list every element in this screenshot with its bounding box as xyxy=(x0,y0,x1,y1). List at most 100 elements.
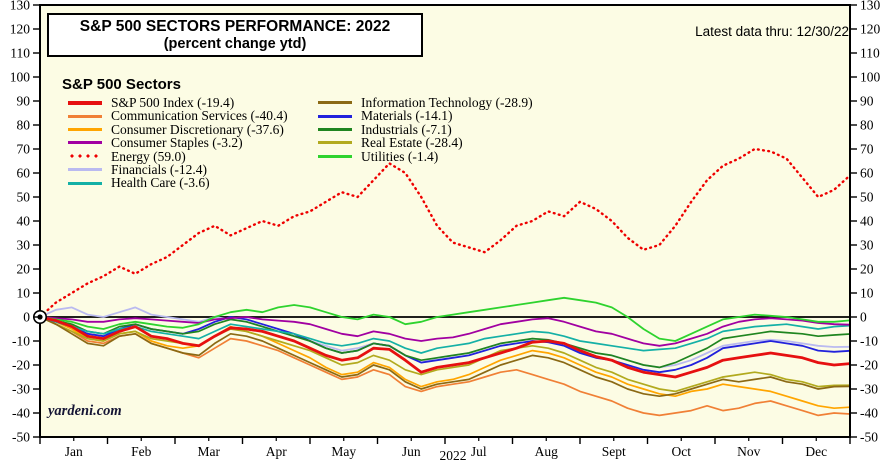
energy-line-swatch-icon xyxy=(68,154,102,159)
y-tick-label-left: 90 xyxy=(17,94,31,109)
legend-item-real-estate: Real Estate (-28.4) xyxy=(318,136,533,149)
y-tick-label-left: 40 xyxy=(17,214,31,229)
y-tick-label-right: 70 xyxy=(860,142,874,157)
legend-column-2: Information Technology (-28.9) Materials … xyxy=(318,96,533,163)
y-tick-label-left: -10 xyxy=(12,334,30,349)
plot-area xyxy=(40,5,850,437)
x-month-label: May xyxy=(331,444,356,459)
y-tick-label-left: -50 xyxy=(12,430,30,445)
y-tick-label-left: 100 xyxy=(10,70,31,85)
legend-item-industrials: Industrials (-7.1) xyxy=(318,123,533,136)
materials-line-swatch-icon xyxy=(318,114,352,118)
legend-label: Energy (59.0) xyxy=(111,148,186,164)
y-tick-label-right: 40 xyxy=(860,214,874,229)
chart-subtitle: (percent change ytd) xyxy=(163,36,307,52)
industrials-line-swatch-icon xyxy=(318,127,352,131)
y-tick-label-right: 30 xyxy=(860,238,874,253)
information-technology-line-swatch-icon xyxy=(318,101,352,105)
watermark: yardeni.com xyxy=(48,403,122,419)
legend-item-information-technology: Information Technology (-28.9) xyxy=(318,96,533,109)
legend-label: Health Care (-3.6) xyxy=(111,175,210,191)
y-tick-label-left: 70 xyxy=(17,142,31,157)
legend-item-communication-services: Communication Services (-40.4) xyxy=(68,109,288,122)
x-year-label: 2022 xyxy=(440,448,467,463)
y-tick-label-right: 110 xyxy=(860,46,880,61)
x-month-label: Apr xyxy=(266,444,287,459)
health-care-line-swatch-icon xyxy=(68,181,102,185)
x-axis: Jan Feb Mar Apr May Jun Jul Aug Sept Oct Nov Dec 202… xyxy=(39,437,851,463)
x-month-label: Sept xyxy=(602,444,626,459)
y-tick-label-left: -20 xyxy=(12,358,30,373)
legend-label: Communication Services (-40.4) xyxy=(111,108,288,124)
y-tick-label-right: 130 xyxy=(860,0,881,13)
series-line-consumer-discretionary xyxy=(40,316,850,410)
series-line-consumer-staples xyxy=(40,316,850,347)
communication-services-line-swatch-icon xyxy=(68,114,102,118)
legend-label: Consumer Discretionary (-37.6) xyxy=(111,121,284,137)
latest-data-note: Latest data thru: 12/30/22 xyxy=(695,24,849,39)
legend-item-consumer-staples: Consumer Staples (-3.2) xyxy=(68,136,288,149)
s-p-500-index-line-swatch-icon xyxy=(68,100,102,105)
y-tick-label-right: -50 xyxy=(860,430,878,445)
legend-item-energy: Energy (59.0) xyxy=(68,150,288,163)
legend-label: Industrials (-7.1) xyxy=(361,121,452,137)
consumer-staples-line-swatch-icon xyxy=(68,141,102,145)
x-month-label: Dec xyxy=(805,444,827,459)
utilities-line-swatch-icon xyxy=(318,154,352,158)
y-tick-label-right: 20 xyxy=(860,262,874,277)
series-line-energy xyxy=(40,147,850,319)
series-line-health-care xyxy=(40,316,850,354)
legend-item-s-p-500-index: S&P 500 Index (-19.4) xyxy=(68,96,288,109)
y-tick-label-left: -40 xyxy=(12,406,30,421)
y-tick-label-right: 100 xyxy=(860,70,881,85)
x-month-label: Jun xyxy=(402,444,421,459)
series-line-utilities xyxy=(40,296,850,342)
legend-label: Real Estate (-28.4) xyxy=(361,135,463,151)
series-line-industrials xyxy=(40,316,850,369)
y-tick-label-left: 30 xyxy=(17,238,31,253)
x-month-label: Feb xyxy=(131,444,152,459)
x-month-label: Oct xyxy=(672,444,692,459)
x-month-label: Aug xyxy=(535,444,558,459)
y-tick-label-right: -40 xyxy=(860,406,878,421)
y-tick-label-left: 50 xyxy=(17,190,31,205)
y-tick-label-left: -30 xyxy=(12,382,30,397)
x-month-label: Jul xyxy=(471,444,487,459)
chart-title: S&P 500 SECTORS PERFORMANCE: 2022 xyxy=(79,18,391,35)
y-tick-label-right: 10 xyxy=(860,286,874,301)
y-tick-label-right: 120 xyxy=(860,22,881,37)
y-tick-label-left: 60 xyxy=(17,166,31,181)
legend-item-consumer-discretionary: Consumer Discretionary (-37.6) xyxy=(68,123,288,136)
legend-label: S&P 500 Index (-19.4) xyxy=(111,94,235,110)
financials-line-swatch-icon xyxy=(68,168,102,172)
y-tick-label-left: 20 xyxy=(17,262,31,277)
legend-title: S&P 500 Sectors xyxy=(62,76,181,93)
y-tick-label-left: 80 xyxy=(17,118,31,133)
legend-label: Information Technology (-28.9) xyxy=(361,94,533,110)
legend-label: Financials (-12.4) xyxy=(111,161,207,177)
legend-label: Consumer Staples (-3.2) xyxy=(111,135,243,151)
y-tick-label-right: -10 xyxy=(860,334,878,349)
y-tick-label-left: 130 xyxy=(10,0,31,13)
y-tick-label-left: 110 xyxy=(10,46,30,61)
y-tick-label-right: 50 xyxy=(860,190,874,205)
legend-label: Utilities (-1.4) xyxy=(361,148,439,164)
y-tick-label-right: 0 xyxy=(860,310,867,325)
y-tick-label-right: 90 xyxy=(860,94,874,109)
legend-item-utilities: Utilities (-1.4) xyxy=(318,150,533,163)
y-tick-label-left: 0 xyxy=(23,310,30,325)
legend: S&P 500 Sectors S&P 500 Index (-19.4) Com… xyxy=(62,76,533,189)
legend-label: Materials (-14.1) xyxy=(361,108,453,124)
real-estate-line-swatch-icon xyxy=(318,141,352,145)
x-month-label: Nov xyxy=(737,444,760,459)
x-month-label: Jan xyxy=(65,444,83,459)
y-tick-label-right: 60 xyxy=(860,166,874,181)
y-tick-label-right: -30 xyxy=(860,382,878,397)
y-tick-label-right: -20 xyxy=(860,358,878,373)
y-tick-label-right: 80 xyxy=(860,118,874,133)
series-line-s-p-500-index xyxy=(40,315,850,379)
consumer-discretionary-line-swatch-icon xyxy=(68,127,102,131)
y-tick-label-left: 10 xyxy=(17,286,31,301)
legend-item-materials: Materials (-14.1) xyxy=(318,109,533,122)
